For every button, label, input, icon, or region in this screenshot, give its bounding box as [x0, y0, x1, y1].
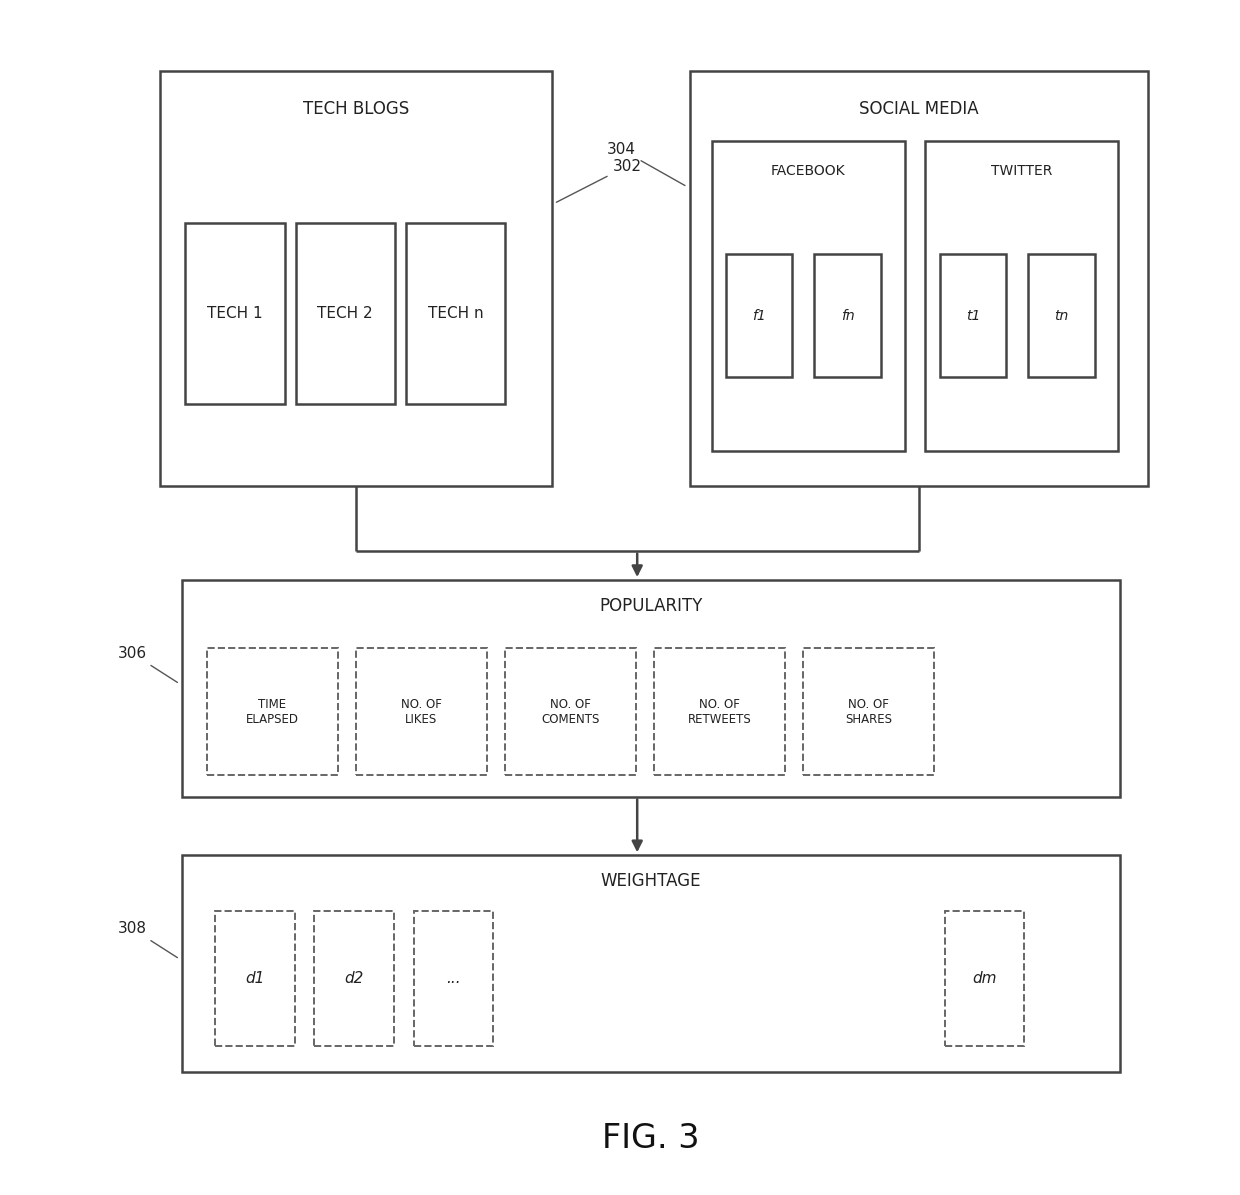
Text: d2: d2	[345, 972, 363, 986]
Bar	[689, 71, 1147, 486]
Bar	[405, 222, 506, 404]
Bar	[945, 911, 1024, 1046]
Bar	[414, 911, 494, 1046]
Text: f1: f1	[753, 308, 766, 323]
Bar	[207, 649, 337, 774]
Bar	[655, 649, 785, 774]
Bar	[940, 255, 1007, 378]
Bar	[815, 255, 880, 378]
Text: NO. OF
LIKES: NO. OF LIKES	[401, 698, 441, 725]
Bar	[315, 911, 394, 1046]
Text: dm: dm	[972, 972, 997, 986]
Text: WEIGHTAGE: WEIGHTAGE	[600, 872, 702, 890]
Text: NO. OF
SHARES: NO. OF SHARES	[844, 698, 892, 725]
Text: FIG. 3: FIG. 3	[603, 1122, 699, 1156]
Bar	[804, 649, 934, 774]
Bar	[160, 71, 552, 486]
Text: 304: 304	[606, 142, 684, 185]
Text: ...: ...	[446, 972, 461, 986]
Text: TECH n: TECH n	[428, 306, 484, 321]
Bar	[295, 222, 396, 404]
Text: TECH 1: TECH 1	[207, 306, 263, 321]
Bar	[506, 649, 636, 774]
Bar	[925, 141, 1117, 451]
Text: 308: 308	[118, 921, 177, 957]
Text: tn: tn	[1054, 308, 1069, 323]
Bar	[1028, 255, 1095, 378]
Text: 302: 302	[557, 159, 641, 202]
Text: TECH 2: TECH 2	[317, 306, 373, 321]
Text: t1: t1	[966, 308, 981, 323]
Text: TIME
ELAPSED: TIME ELAPSED	[246, 698, 299, 725]
Bar	[356, 649, 486, 774]
Text: FACEBOOK: FACEBOOK	[771, 164, 846, 178]
Text: NO. OF
COMENTS: NO. OF COMENTS	[541, 698, 600, 725]
Text: fn: fn	[841, 308, 854, 323]
Text: TECH BLOGS: TECH BLOGS	[303, 100, 409, 118]
Bar	[185, 222, 285, 404]
Bar	[215, 911, 295, 1046]
Text: 306: 306	[118, 646, 177, 682]
Bar	[727, 255, 792, 378]
Text: POPULARITY: POPULARITY	[599, 598, 703, 615]
Text: TWITTER: TWITTER	[991, 164, 1052, 178]
Bar	[182, 580, 1120, 797]
Bar	[182, 856, 1120, 1072]
Text: NO. OF
RETWEETS: NO. OF RETWEETS	[687, 698, 751, 725]
Text: SOCIAL MEDIA: SOCIAL MEDIA	[859, 100, 978, 118]
Text: d1: d1	[246, 972, 264, 986]
Bar	[712, 141, 905, 451]
